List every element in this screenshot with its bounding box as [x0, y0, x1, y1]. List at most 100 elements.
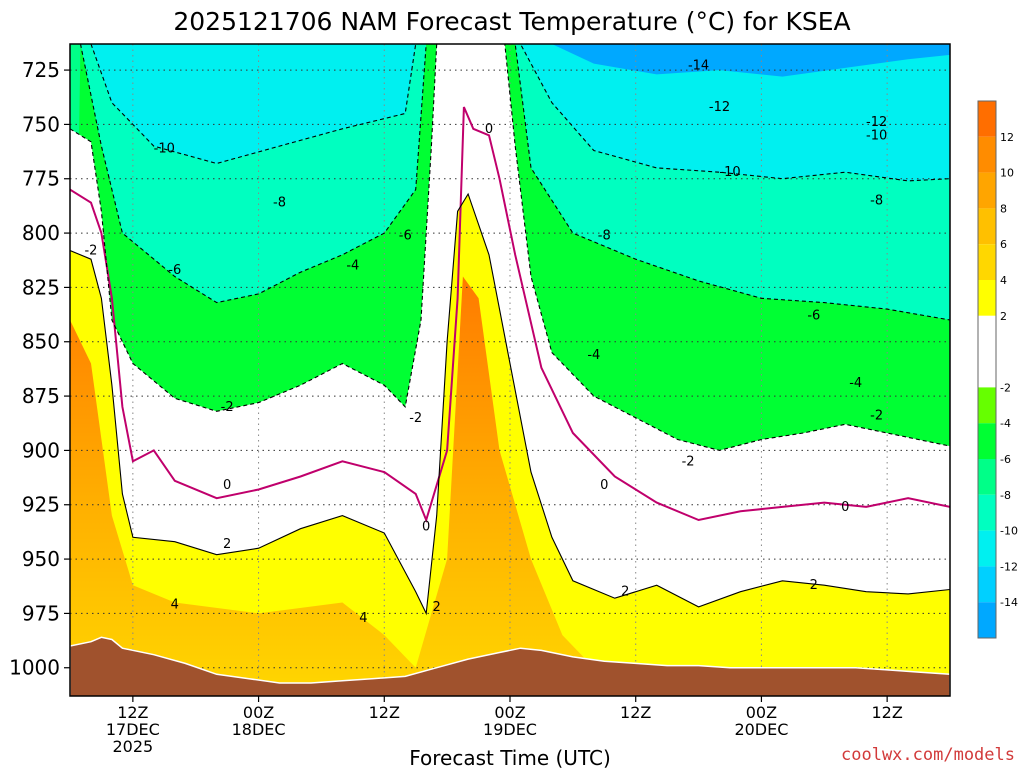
colorbar: 12 10 8 6 4 2 -2 -4 -6 -8 -10 -12 -14	[977, 100, 1018, 639]
fill-below-minus14	[551, 44, 950, 77]
y-tick-label: 825	[22, 275, 60, 299]
y-tick-label: 1000	[9, 656, 60, 680]
x-tick-label: 18DEC	[232, 720, 286, 739]
colorbar-label: -2	[1000, 381, 1011, 394]
credit-link[interactable]: coolwx.com/models	[841, 745, 1015, 765]
contour-label: 0	[223, 478, 231, 493]
contour-label: 2	[810, 578, 818, 593]
contour-label: -6	[168, 263, 181, 278]
colorbar-swatch	[978, 494, 996, 531]
contour-label: 2	[621, 585, 629, 600]
colorbar-label: 6	[1000, 238, 1007, 251]
x-tick-label: 2025	[112, 737, 153, 756]
x-tick-label: 12Z	[871, 703, 902, 722]
colorbar-label: 4	[1000, 274, 1007, 287]
contour-label: -6	[399, 228, 412, 243]
y-tick-label: 775	[22, 167, 60, 191]
x-tick-label: 19DEC	[483, 720, 537, 739]
contour-label: -8	[870, 193, 883, 208]
colorbar-swatch	[978, 101, 996, 137]
y-tick-label: 800	[22, 221, 60, 245]
isotherm-line	[70, 192, 950, 616]
contour-label: -4	[346, 259, 359, 274]
contour-label: 4	[171, 598, 179, 613]
contour-label: -4	[849, 376, 862, 391]
colorbar-swatch	[978, 280, 996, 316]
contour-label: 0	[485, 122, 493, 137]
fill-warm-core	[70, 276, 594, 696]
terrain	[70, 636, 950, 696]
contour-label: -6	[807, 309, 820, 324]
x-tick-label: 20DEC	[734, 720, 788, 739]
colorbar-label: -8	[1000, 489, 1011, 502]
colorbar-label: 8	[1000, 202, 1007, 215]
contour-label: -14	[688, 59, 709, 74]
colorbar-swatch	[978, 244, 996, 280]
colorbar-swatch	[978, 208, 996, 245]
colorbar-swatch	[978, 387, 996, 424]
chart-title: 2025121706 NAM Forecast Temperature (°C)…	[173, 7, 850, 36]
x-tick-label: 12Z	[117, 703, 148, 722]
contour-label: -2	[682, 454, 695, 469]
contour-label: -10	[866, 128, 887, 143]
x-tick-label: 17DEC	[106, 720, 160, 739]
y-tick-label: 750	[22, 112, 60, 136]
colorbar-label: 12	[1000, 131, 1014, 144]
colorbar-label: -10	[1000, 525, 1018, 538]
y-tick-label: 900	[22, 438, 60, 462]
contour-label: -10	[154, 141, 175, 156]
colorbar-label: 10	[1000, 167, 1014, 180]
colorbar-swatch	[978, 315, 996, 388]
y-tick-label: 950	[22, 547, 60, 571]
contour-label: 2	[433, 600, 441, 615]
contour-label: 0	[422, 519, 430, 534]
x-tick-label: 00Z	[746, 703, 777, 722]
contour-label: 0	[841, 500, 849, 515]
contour-label: -2	[409, 411, 422, 426]
contour-label: 0	[600, 478, 608, 493]
colorbar-swatch	[978, 459, 996, 495]
fill-above-2	[70, 194, 950, 696]
contour-label: 2	[223, 537, 231, 552]
x-tick-label: 12Z	[369, 703, 400, 722]
colorbar-swatch	[978, 602, 996, 638]
contour-label: -2	[870, 409, 883, 424]
colorbar-swatch	[978, 566, 996, 603]
fill-below-minus10	[70, 44, 950, 181]
isotherm-line	[70, 44, 950, 451]
colorbar-frame	[977, 100, 997, 639]
y-tick-label: 725	[22, 58, 60, 82]
contour-label: -8	[598, 228, 611, 243]
colorbar-label: -14	[1000, 596, 1018, 609]
contour-label: -8	[273, 196, 286, 211]
colorbar-label: -12	[1000, 560, 1018, 573]
x-axis-label: Forecast Time (UTC)	[409, 746, 611, 768]
isotherm-line	[70, 106, 950, 524]
colorbar-swatch	[978, 136, 996, 173]
colorbar-swatch	[978, 172, 996, 209]
colorbar-label: -6	[1000, 453, 1011, 466]
colorbar-label: -4	[1000, 417, 1011, 430]
colorbar-swatch	[978, 530, 996, 567]
contour-label: -12	[709, 100, 730, 115]
y-tick-label: 925	[22, 493, 60, 517]
x-tick-label: 00Z	[243, 703, 274, 722]
contour-label: -4	[587, 348, 600, 363]
y-axis: 725 750 775 800 825 850 875 900 925 950 975 1000	[9, 58, 70, 680]
plot-area: -14 -12 -12 0 -10 -10 -10 -8 -8 -6 -8 -2 -6 -4 -6 -4 -4 -…	[70, 44, 950, 696]
contour-label: 4	[359, 611, 367, 626]
contour-label: -2	[221, 400, 234, 415]
y-tick-label: 875	[22, 384, 60, 408]
isotherm-line	[79, 44, 950, 321]
contour-label: -10	[719, 165, 740, 180]
y-tick-label: 850	[22, 330, 60, 354]
contour-label: -12	[866, 115, 887, 130]
x-tick-label: 12Z	[620, 703, 651, 722]
y-tick-label: 975	[22, 601, 60, 625]
colorbar-swatch	[978, 423, 996, 459]
colorbar-label: 2	[1000, 310, 1007, 323]
x-tick-label: 00Z	[494, 703, 525, 722]
contour-label: -2	[84, 243, 97, 258]
